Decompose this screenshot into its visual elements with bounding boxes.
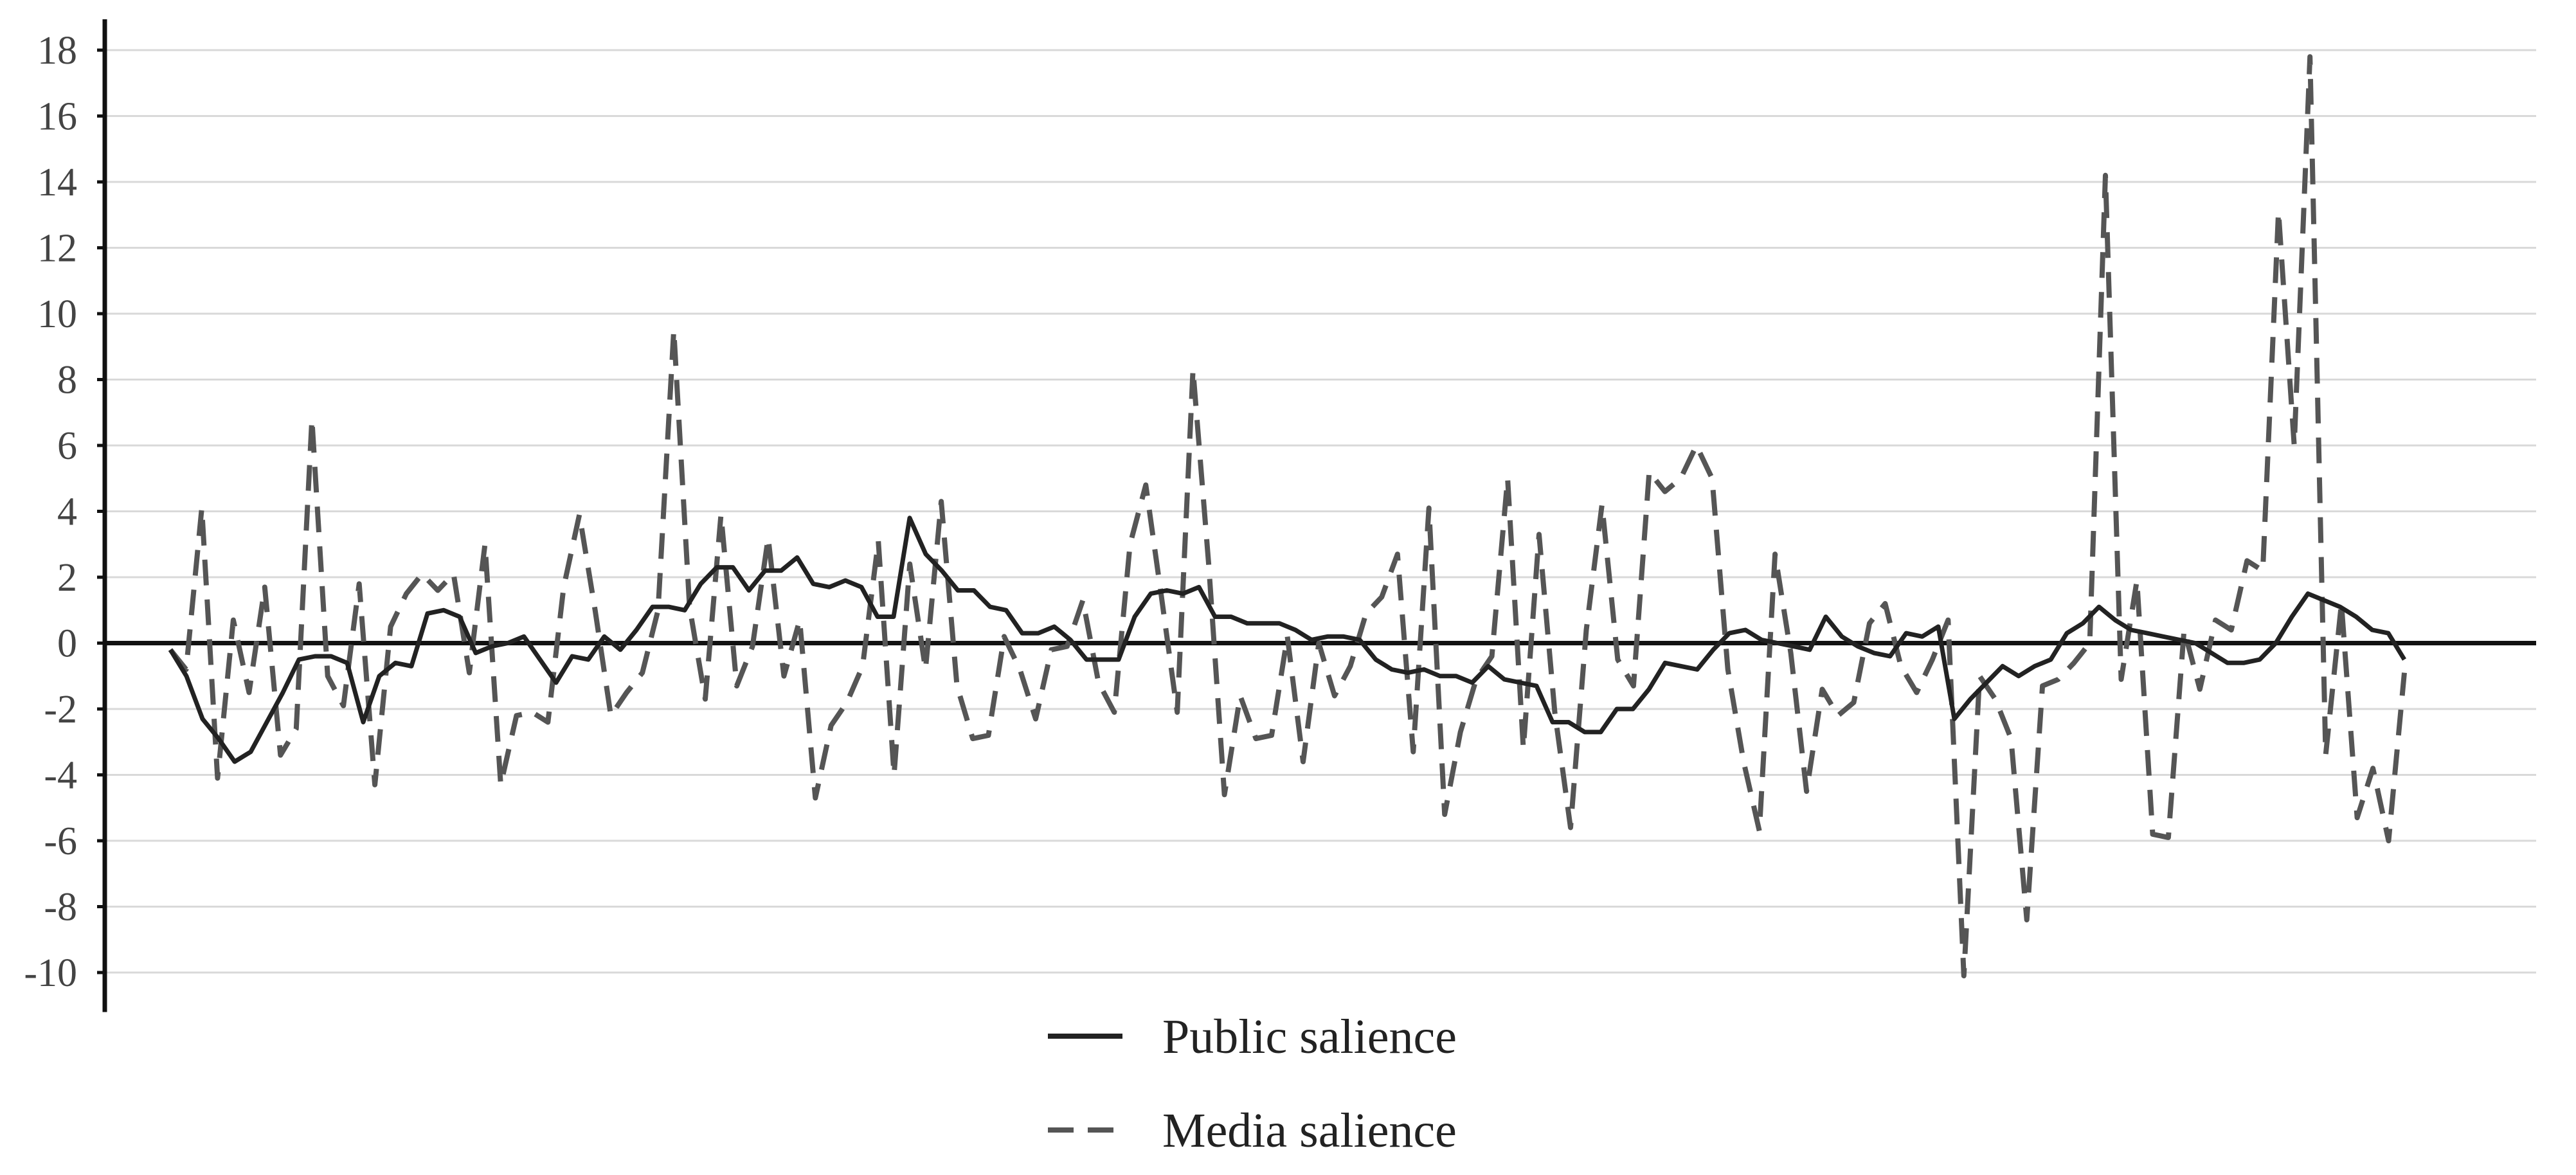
- y-tick-label: -4: [44, 754, 77, 798]
- legend-label-public-salience: Public salience: [1162, 1010, 1457, 1064]
- series-layer: [168, 54, 2407, 979]
- gridlines: [105, 49, 2536, 974]
- y-tick-label: 2: [57, 556, 77, 600]
- legend-item-public-salience: Public salience: [1048, 1010, 1457, 1064]
- legend: Public salience Media salience: [1048, 1010, 1457, 1158]
- y-tick-label: -2: [44, 688, 77, 731]
- y-tick-label: -8: [44, 886, 77, 929]
- y-tick-label: 14: [37, 161, 77, 204]
- legend-item-media-salience: Media salience: [1048, 1104, 1457, 1158]
- y-tick-label: -6: [44, 820, 77, 863]
- y-axis-ticks: 18 16 14 12 10 8 6 4 2 0 -2 -4 -6 -8 -10: [24, 29, 105, 995]
- y-tick-label: 16: [37, 95, 77, 139]
- y-tick-label: 12: [37, 227, 77, 271]
- y-tick-label: 10: [37, 292, 77, 336]
- y-tick-label: 8: [57, 359, 77, 402]
- series-line-media-salience: [168, 54, 2407, 979]
- series-line-public-salience: [168, 516, 2406, 764]
- y-tick-label: 0: [57, 622, 77, 666]
- y-tick-label: -10: [24, 951, 77, 995]
- y-tick-label: 18: [37, 29, 77, 73]
- y-tick-label: 4: [57, 490, 77, 534]
- y-tick-label: 6: [57, 424, 77, 468]
- legend-label-media-salience: Media salience: [1162, 1104, 1457, 1158]
